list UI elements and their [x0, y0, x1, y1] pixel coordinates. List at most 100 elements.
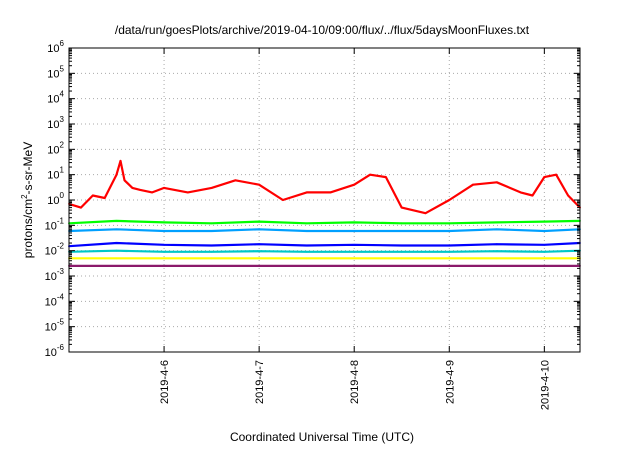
- series-point: [448, 244, 451, 247]
- y-tick-label: 10-4: [45, 292, 65, 308]
- y-tick-label: 10-6: [45, 343, 65, 359]
- y-tick-label-base: 10: [45, 246, 57, 258]
- series-point: [258, 228, 260, 231]
- series-point: [543, 176, 546, 179]
- y-tick-label-base: 10: [45, 347, 57, 359]
- y-tick-label: 10-2: [45, 242, 65, 258]
- y-tick-label: 106: [47, 39, 64, 55]
- y-axis-label-prefix: protons/cm: [21, 199, 35, 258]
- series-point: [258, 257, 260, 260]
- y-tick-label: 10-5: [45, 318, 65, 334]
- series-point: [115, 220, 118, 222]
- series-point: [543, 243, 546, 246]
- series-point: [258, 243, 260, 246]
- series-0: [68, 159, 581, 215]
- series-line: [68, 241, 581, 248]
- series-point: [305, 250, 308, 253]
- series-point: [448, 222, 451, 225]
- series-line: [68, 249, 581, 253]
- series-5: [68, 257, 581, 260]
- series-point: [369, 173, 371, 176]
- series-6: [68, 264, 581, 267]
- x-tick-label: 2019-4-7: [254, 360, 266, 404]
- series-point: [115, 228, 118, 231]
- series-point: [305, 244, 308, 247]
- series-point: [258, 265, 260, 267]
- y-tick-label-exponent: -5: [57, 318, 65, 327]
- series-point: [258, 183, 260, 186]
- series-point: [400, 244, 403, 247]
- grid: [69, 48, 580, 352]
- series-point: [80, 206, 82, 209]
- series-point: [115, 257, 118, 260]
- series-point: [210, 257, 213, 260]
- series-point: [119, 160, 122, 162]
- series-point: [400, 250, 403, 253]
- series-point: [495, 221, 498, 224]
- series-point: [163, 221, 166, 224]
- series-2: [68, 228, 581, 233]
- series-point: [400, 265, 403, 267]
- series-point: [448, 257, 451, 260]
- series-point: [115, 173, 118, 176]
- y-axis-label: protons/cm2-s-sr-MeV: [20, 142, 35, 258]
- y-axis-ticks: 10-610-510-410-310-210-11001011021031041…: [45, 39, 580, 359]
- y-tick-label: 105: [47, 64, 64, 80]
- series-point: [472, 183, 474, 186]
- y-tick-label-exponent: -2: [57, 242, 65, 251]
- series-line: [68, 219, 581, 225]
- series-point: [543, 257, 546, 260]
- series-point: [353, 230, 356, 232]
- series-line: [68, 159, 581, 215]
- series-point: [543, 265, 546, 267]
- series-point: [495, 250, 498, 253]
- series-point: [555, 173, 558, 176]
- data-series: [68, 159, 581, 267]
- series-point: [353, 183, 356, 186]
- y-tick-label-base: 10: [47, 94, 59, 106]
- series-point: [543, 230, 546, 232]
- series-point: [543, 220, 546, 223]
- series-point: [258, 250, 260, 253]
- y-tick-label-exponent: 6: [60, 39, 65, 48]
- series-point: [163, 187, 166, 189]
- series-point: [353, 221, 356, 224]
- y-tick-label-exponent: 0: [60, 191, 65, 200]
- y-tick-label-base: 10: [47, 119, 59, 131]
- series-point: [400, 230, 403, 232]
- series-point: [115, 249, 118, 252]
- series-point: [305, 191, 308, 194]
- series-point: [163, 243, 166, 246]
- y-tick-label-base: 10: [45, 322, 57, 334]
- series-point: [103, 197, 106, 199]
- series-point: [163, 230, 166, 232]
- y-tick-label-exponent: 5: [60, 64, 65, 73]
- series-point: [210, 222, 213, 225]
- series-point: [115, 242, 118, 244]
- y-tick-label-base: 10: [45, 271, 57, 283]
- series-point: [115, 265, 118, 267]
- series-point: [385, 176, 387, 179]
- series-point: [543, 250, 546, 253]
- series-3: [68, 241, 581, 248]
- y-tick-label-exponent: 4: [60, 90, 65, 99]
- series-line: [68, 228, 581, 233]
- y-tick-label-base: 10: [45, 296, 57, 308]
- y-tick-label-exponent: -4: [57, 292, 65, 301]
- series-point: [353, 265, 356, 267]
- series-point: [210, 250, 213, 253]
- series-point: [519, 191, 522, 194]
- series-point: [567, 194, 569, 197]
- y-tick-label-base: 10: [47, 144, 59, 156]
- x-tick-label: 2019-4-9: [444, 360, 456, 404]
- y-tick-label-exponent: -1: [57, 216, 65, 225]
- series-point: [210, 230, 213, 232]
- series-point: [131, 187, 134, 189]
- series-point: [424, 212, 427, 215]
- series-1: [68, 219, 581, 225]
- x-tick-label: 2019-4-6: [159, 360, 171, 404]
- series-point: [495, 265, 498, 267]
- y-tick-label-exponent: -6: [57, 343, 65, 352]
